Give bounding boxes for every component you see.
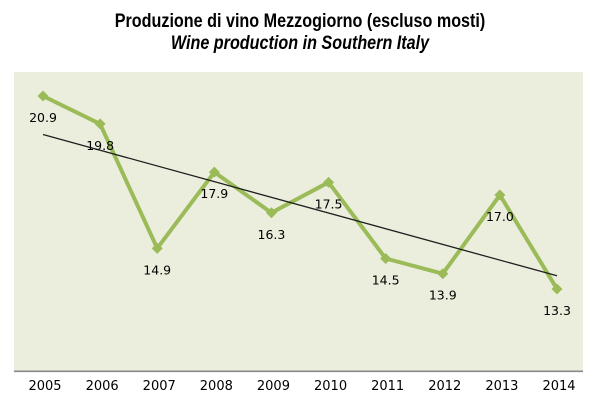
data-label-2014: 13.3: [543, 303, 571, 318]
x-axis-label-2013: 2013: [485, 379, 518, 394]
data-label-2013: 17.0: [486, 209, 514, 224]
data-label-2005: 20.9: [29, 110, 57, 125]
data-point-marker-2010: [323, 176, 335, 188]
data-point-marker-2009: [265, 207, 277, 219]
x-axis-label-2006: 2006: [86, 379, 119, 394]
plot-area: [14, 72, 583, 371]
data-label-2012: 13.9: [429, 288, 457, 303]
x-axis-label-2010: 2010: [314, 379, 347, 394]
x-axis-label-2011: 2011: [371, 379, 404, 394]
data-label-2007: 14.9: [143, 262, 171, 277]
x-axis-label-2009: 2009: [257, 379, 290, 394]
data-point-marker-2006: [94, 118, 106, 130]
trendline: [42, 133, 558, 277]
data-point-marker-2005: [37, 90, 49, 102]
data-point-marker-2011: [380, 252, 392, 264]
data-point-marker-2014: [551, 283, 563, 295]
data-point-marker-2012: [437, 268, 449, 280]
x-axis-label-2014: 2014: [542, 379, 575, 394]
data-label-2010: 17.5: [315, 196, 343, 211]
data-point-marker-2008: [208, 166, 220, 178]
series-line: [41, 94, 559, 291]
x-axis-label-2005: 2005: [28, 379, 61, 394]
data-point-marker-2007: [151, 242, 163, 254]
data-label-2011: 14.5: [372, 272, 400, 287]
x-axis-label-2012: 2012: [428, 379, 461, 394]
data-label-2009: 16.3: [258, 227, 286, 242]
data-point-marker-2013: [494, 189, 506, 201]
chart-subtitle: Wine production in Southern Italy: [170, 33, 430, 54]
data-label-2008: 17.9: [200, 186, 228, 201]
x-axis-label-2007: 2007: [143, 379, 176, 394]
data-label-2006: 19.8: [86, 138, 114, 153]
x-axis-label-2008: 2008: [200, 379, 233, 394]
chart-title: Produzione di vino Mezzogiorno (escluso …: [114, 11, 486, 32]
